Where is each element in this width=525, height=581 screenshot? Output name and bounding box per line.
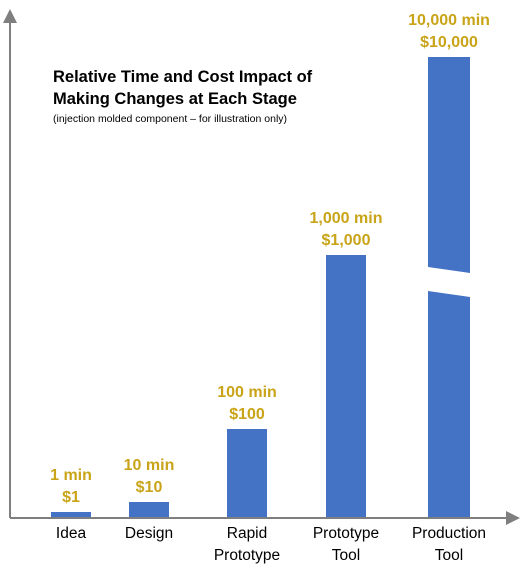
category-label-3-line-0: Prototype — [313, 525, 379, 542]
category-label-4-line-0: Production — [412, 525, 486, 542]
data-label-time-2: 100 min — [217, 384, 277, 401]
category-label-2-line-1: Prototype — [214, 547, 280, 564]
chart-title: Relative Time and Cost Impact of Making … — [53, 68, 313, 125]
bar-0 — [51, 512, 91, 517]
chart-subtitle: (injection molded component – for illust… — [53, 113, 287, 125]
category-label-1-line-0: Design — [125, 525, 173, 542]
data-label-time-0: 1 min — [50, 467, 92, 484]
bar-4-lower — [428, 291, 470, 517]
data-label-cost-2: $100 — [229, 406, 265, 423]
data-label-cost-3: $1,000 — [322, 232, 371, 249]
data-labels: 1 min $1 10 min $10 100 min $100 1,000 min $1,0… — [50, 12, 490, 506]
data-label-time-4: 10,000 min — [408, 12, 490, 29]
chart-title-line-2: Making Changes at Each Stage — [53, 90, 297, 108]
category-labels: Idea Design Rapid Prototype Prototype Tool Pro… — [56, 525, 486, 564]
axes — [3, 9, 520, 525]
bars — [51, 57, 470, 517]
category-label-2-line-0: Rapid — [227, 525, 268, 542]
data-label-cost-0: $1 — [62, 489, 80, 506]
chart-title-line-1: Relative Time and Cost Impact of — [53, 68, 313, 86]
category-label-4-line-1: Tool — [435, 547, 463, 564]
bar-4-upper — [428, 57, 470, 273]
data-label-time-1: 10 min — [124, 457, 175, 474]
bar-1 — [129, 502, 169, 517]
bar-2 — [227, 429, 267, 517]
category-label-3-line-1: Tool — [332, 547, 360, 564]
data-label-cost-1: $10 — [136, 479, 163, 496]
data-label-time-3: 1,000 min — [310, 210, 383, 227]
data-label-cost-4: $10,000 — [420, 34, 478, 51]
bar-3 — [326, 255, 366, 517]
category-label-0-line-0: Idea — [56, 525, 87, 542]
